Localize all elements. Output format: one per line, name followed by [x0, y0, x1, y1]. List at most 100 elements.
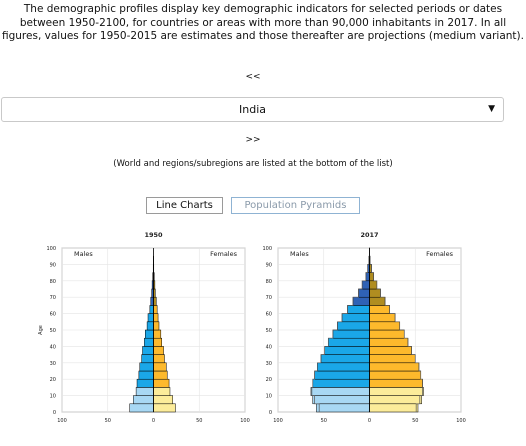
country-select[interactable]: India ▼ — [1, 97, 504, 122]
female-bar — [154, 346, 164, 354]
chart-title: 1950 — [144, 231, 163, 239]
male-bar — [328, 338, 369, 346]
males-label: Males — [290, 250, 309, 258]
male-bar — [316, 404, 369, 412]
x-tick-label: 100 — [57, 418, 67, 424]
male-bar — [147, 322, 153, 330]
male-bar — [139, 371, 154, 379]
female-bar — [370, 396, 422, 404]
male-bar — [315, 371, 370, 379]
x-tick-label: 50 — [412, 418, 418, 424]
tab-population-pyramids[interactable]: Population Pyramids — [231, 197, 360, 214]
y-tick-label: 30 — [266, 361, 272, 367]
female-bar — [370, 387, 424, 395]
y-tick-label: 30 — [50, 361, 56, 367]
female-bar — [154, 387, 170, 395]
male-bar — [342, 314, 369, 322]
next-country-link[interactable]: >> — [0, 135, 506, 145]
intro-text: The demographic profiles display key dem… — [0, 3, 526, 44]
x-tick-label: 100 — [456, 418, 466, 424]
female-bar — [154, 314, 159, 322]
x-tick-label: 0 — [368, 418, 371, 424]
female-bar — [370, 322, 400, 330]
female-bar — [154, 330, 161, 338]
country-select-value: India — [2, 103, 503, 116]
female-bar — [154, 371, 168, 379]
male-bar — [321, 355, 369, 363]
male-bar — [313, 396, 370, 404]
y-tick-label: 0 — [53, 410, 56, 416]
y-tick-label: 60 — [266, 312, 272, 318]
y-tick-label: 20 — [266, 377, 272, 383]
female-bar — [370, 371, 421, 379]
y-tick-label: 50 — [266, 328, 272, 334]
x-tick-label: 100 — [273, 418, 283, 424]
y-tick-label: 80 — [50, 279, 56, 285]
y-tick-label: 40 — [50, 344, 56, 350]
y-tick-label: 90 — [50, 262, 56, 268]
tab-line-charts[interactable]: Line Charts — [146, 197, 223, 214]
female-bar — [154, 404, 176, 412]
male-bar — [136, 387, 153, 395]
male-bar — [137, 379, 153, 387]
male-bar — [313, 379, 370, 387]
male-bar — [143, 346, 154, 354]
y-axis-label: Age — [38, 325, 44, 335]
male-bar — [144, 338, 153, 346]
female-bar — [370, 297, 386, 305]
x-tick-label: 0 — [152, 418, 155, 424]
chart-title: 2017 — [360, 231, 378, 239]
y-tick-label: 60 — [50, 312, 56, 318]
male-bar — [317, 363, 369, 371]
female-bar — [370, 273, 374, 281]
males-label: Males — [74, 250, 93, 258]
y-tick-label: 10 — [50, 394, 56, 400]
female-bar — [154, 355, 165, 363]
y-tick-label: 100 — [262, 246, 272, 252]
female-bar — [370, 305, 390, 313]
male-bar — [333, 330, 370, 338]
male-bar — [130, 404, 154, 412]
y-tick-label: 40 — [266, 344, 272, 350]
female-bar — [370, 289, 381, 297]
male-bar — [362, 281, 369, 289]
male-bar — [133, 396, 153, 404]
male-bar — [142, 355, 154, 363]
male-bar — [145, 330, 153, 338]
y-tick-label: 20 — [50, 377, 56, 383]
y-tick-label: 10 — [266, 394, 272, 400]
female-bar — [370, 281, 377, 289]
female-bar — [154, 363, 167, 371]
female-bar — [370, 314, 396, 322]
male-bar — [150, 305, 154, 313]
female-bar — [154, 305, 158, 313]
y-tick-label: 70 — [266, 295, 272, 301]
female-bar — [370, 355, 416, 363]
male-bar — [366, 273, 370, 281]
male-bar — [337, 322, 369, 330]
female-bar — [370, 338, 408, 346]
x-tick-label: 100 — [240, 418, 250, 424]
male-bar — [348, 305, 370, 313]
list-note: (World and regions/subregions are listed… — [0, 159, 506, 169]
male-bar — [151, 297, 154, 305]
y-tick-label: 80 — [266, 279, 272, 285]
caret-down-icon: ▼ — [488, 104, 495, 114]
previous-country-link[interactable]: << — [0, 72, 506, 82]
x-tick-label: 50 — [321, 418, 327, 424]
female-bar — [154, 379, 170, 387]
y-tick-label: 90 — [266, 262, 272, 268]
x-tick-label: 50 — [196, 418, 202, 424]
male-bar — [353, 297, 369, 305]
y-tick-label: 0 — [269, 410, 272, 416]
female-bar — [370, 363, 419, 371]
y-tick-label: 100 — [46, 246, 56, 252]
females-label: Females — [210, 250, 238, 258]
male-bar — [148, 314, 153, 322]
male-bar — [311, 387, 370, 395]
male-bar — [140, 363, 154, 371]
x-tick-label: 50 — [105, 418, 111, 424]
female-bar — [370, 330, 405, 338]
